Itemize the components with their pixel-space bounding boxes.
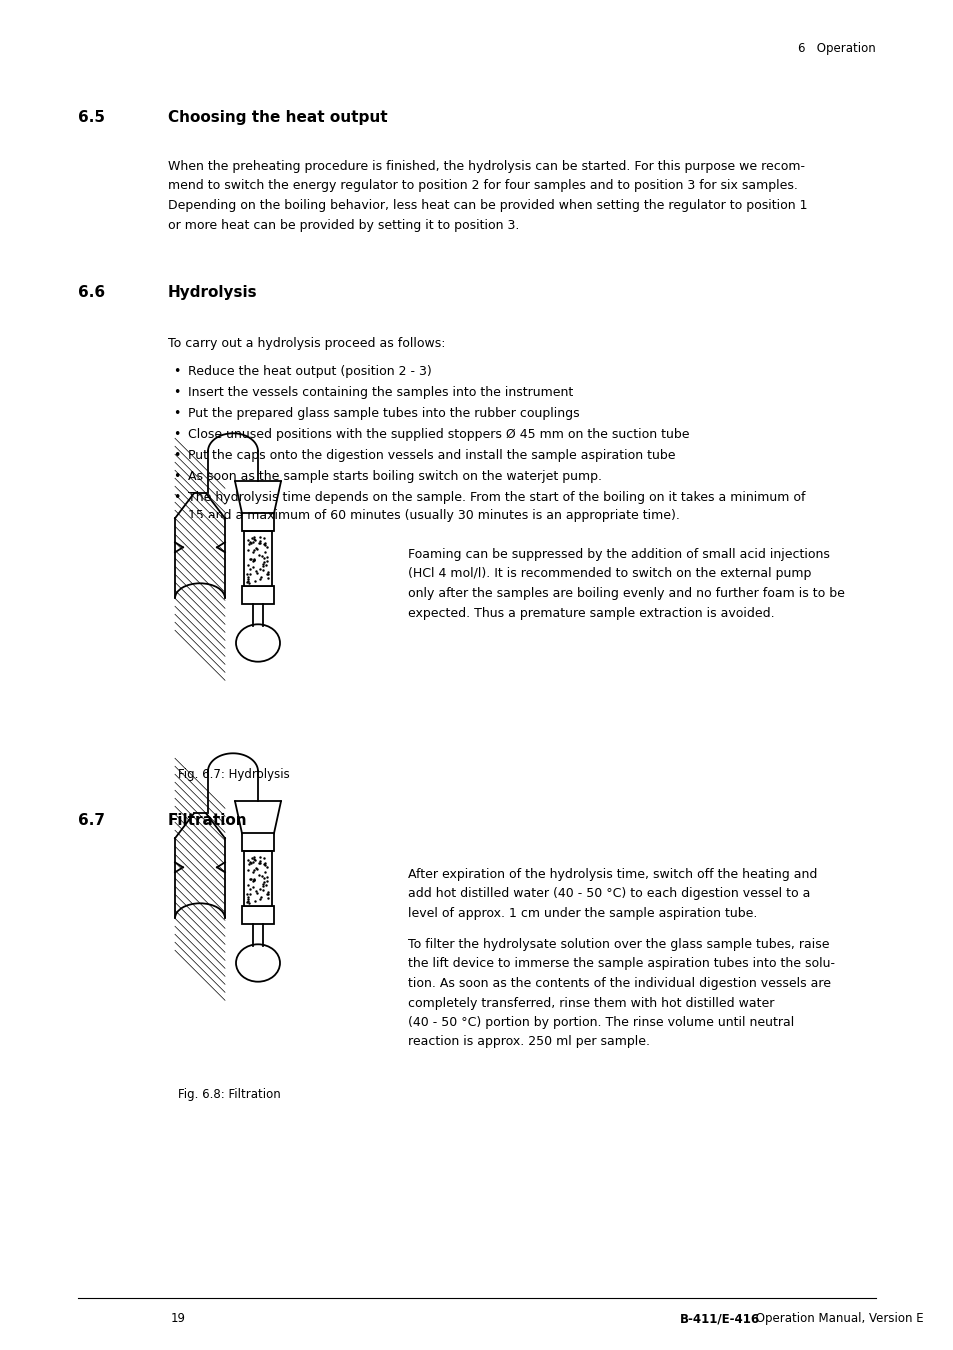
Text: Choosing the heat output: Choosing the heat output: [168, 109, 387, 126]
Text: 6.7: 6.7: [78, 813, 105, 828]
Bar: [242, 513, 274, 532]
Text: Operation Manual, Version E: Operation Manual, Version E: [751, 1312, 923, 1324]
Text: •: •: [172, 364, 180, 378]
Text: 6.5: 6.5: [78, 109, 105, 126]
Bar: [244, 852, 272, 906]
Text: After expiration of the hydrolysis time, switch off the heating and
add hot dist: After expiration of the hydrolysis time,…: [408, 868, 817, 919]
Text: When the preheating procedure is finished, the hydrolysis can be started. For th: When the preheating procedure is finishe…: [168, 161, 806, 231]
Text: Reduce the heat output (position 2 - 3): Reduce the heat output (position 2 - 3): [188, 364, 432, 378]
Text: 6.6: 6.6: [78, 285, 105, 300]
Text: To filter the hydrolysate solution over the glass sample tubes, raise
the lift d: To filter the hydrolysate solution over …: [408, 938, 834, 1049]
Text: As soon as the sample starts boiling switch on the waterjet pump.: As soon as the sample starts boiling swi…: [188, 470, 601, 483]
Polygon shape: [174, 838, 225, 918]
Text: The hydrolysis time depends on the sample. From the start of the boiling on it t: The hydrolysis time depends on the sampl…: [188, 491, 804, 522]
Bar: [244, 532, 272, 586]
Text: Filtration: Filtration: [168, 813, 248, 828]
Text: Fig. 6.7: Hydrolysis: Fig. 6.7: Hydrolysis: [178, 768, 290, 782]
Text: •: •: [172, 491, 180, 504]
Text: Hydrolysis: Hydrolysis: [168, 285, 257, 300]
Text: To carry out a hydrolysis proceed as follows:: To carry out a hydrolysis proceed as fol…: [168, 338, 445, 350]
Text: 19: 19: [171, 1312, 185, 1324]
Text: Foaming can be suppressed by the addition of small acid injections
(HCl 4 mol/l): Foaming can be suppressed by the additio…: [408, 548, 844, 620]
Text: Insert the vessels containing the samples into the instrument: Insert the vessels containing the sample…: [188, 386, 573, 400]
Text: 6   Operation: 6 Operation: [798, 42, 875, 55]
Text: •: •: [172, 450, 180, 462]
Text: Put the caps onto the digestion vessels and install the sample aspiration tube: Put the caps onto the digestion vessels …: [188, 450, 675, 462]
Text: •: •: [172, 386, 180, 400]
Bar: [242, 833, 274, 852]
Text: Close unused positions with the supplied stoppers Ø 45 mm on the suction tube: Close unused positions with the supplied…: [188, 428, 689, 441]
Text: •: •: [172, 470, 180, 483]
Text: •: •: [172, 428, 180, 441]
Bar: [242, 586, 274, 605]
Text: Fig. 6.8: Filtration: Fig. 6.8: Filtration: [178, 1088, 280, 1102]
Text: Put the prepared glass sample tubes into the rubber couplings: Put the prepared glass sample tubes into…: [188, 406, 579, 420]
Bar: [242, 906, 274, 925]
Text: •: •: [172, 406, 180, 420]
Text: B-411/E-416: B-411/E-416: [679, 1312, 760, 1324]
Polygon shape: [174, 518, 225, 598]
